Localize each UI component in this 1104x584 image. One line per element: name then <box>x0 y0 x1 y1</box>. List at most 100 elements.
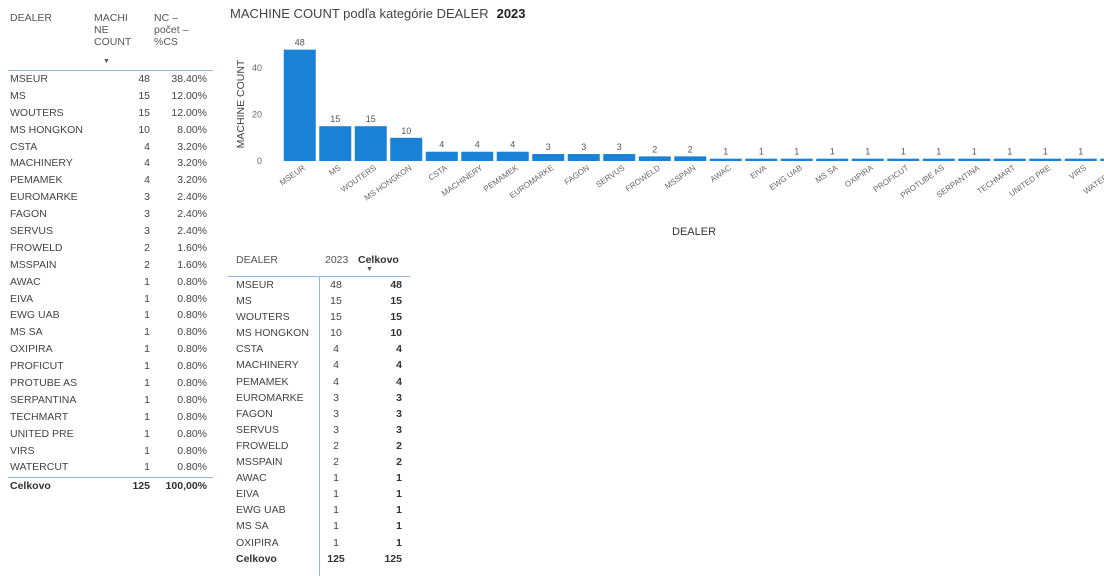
table-row[interactable]: EWG UAB 1 0.80% <box>8 307 213 324</box>
table-row[interactable]: EUROMARKE 3 3 <box>228 390 410 406</box>
bar-protube-as[interactable] <box>922 158 955 161</box>
chart-title-year: 2023 <box>496 6 526 21</box>
table-row[interactable]: MS 15 15 <box>228 293 410 309</box>
table-row[interactable]: FAGON 3 3 <box>228 406 410 422</box>
table-row[interactable]: MSEUR 48 48 <box>228 277 410 293</box>
table-row[interactable]: PROFICUT 1 0.80% <box>8 358 213 375</box>
table-row[interactable]: VIRS 1 0.80% <box>8 443 213 460</box>
table-row[interactable]: PROTUBE AS 1 0.80% <box>8 375 213 392</box>
cell-year: 1 <box>333 488 339 501</box>
table-row[interactable]: MACHINERY 4 3.20% <box>8 155 213 172</box>
table-row[interactable]: FROWELD 2 1.60% <box>8 240 213 257</box>
table-row[interactable]: MACHINERY 4 4 <box>228 357 410 373</box>
bar-eiva[interactable] <box>745 158 778 161</box>
cell-count: 1 <box>144 309 150 322</box>
cell-pct: 12.00% <box>171 106 207 119</box>
table-row[interactable]: UNITED PRE 1 0.80% <box>8 426 213 443</box>
bar-froweld[interactable] <box>638 156 671 161</box>
bar-serpantina[interactable] <box>958 158 991 161</box>
table-row[interactable]: OXIPIRA 1 0.80% <box>8 341 213 358</box>
cell-pct: 3.20% <box>177 140 207 153</box>
cell-dealer: EUROMARKE <box>10 191 78 204</box>
bar-machinery[interactable] <box>461 151 494 161</box>
column-header-year[interactable]: 2023 <box>325 254 349 266</box>
cell-dealer: MSSPAIN <box>10 258 57 271</box>
bar-csta[interactable] <box>425 151 458 161</box>
cell-pct: 0.80% <box>177 360 207 373</box>
bar-data-label: 1 <box>723 147 728 157</box>
table-row[interactable]: WATERCUT 1 0.80% <box>8 459 213 476</box>
table-row[interactable]: EWG UAB 1 1 <box>228 502 410 518</box>
table-total-row: Celkovo 125 100,00% <box>8 477 213 495</box>
y-tick-label: 20 <box>252 110 262 120</box>
table-row[interactable]: MS HONGKON 10 10 <box>228 325 410 341</box>
table-row[interactable]: MS HONGKON 10 8.00% <box>8 122 213 139</box>
bar-united-pre[interactable] <box>1029 158 1062 161</box>
table-row[interactable]: MS SA 1 1 <box>228 518 410 534</box>
cell-dealer: SERVUS <box>236 423 279 436</box>
bar-wouters[interactable] <box>354 126 387 161</box>
table-row[interactable]: CSTA 4 4 <box>228 341 410 357</box>
bar-proficut[interactable] <box>887 158 920 161</box>
table-row[interactable]: MSSPAIN 2 2 <box>228 454 410 470</box>
cell-count: 1 <box>144 343 150 356</box>
column-header-total[interactable]: Celkovo <box>358 254 399 266</box>
bar-servus[interactable] <box>603 154 636 161</box>
table-row[interactable]: MS 15 12.00% <box>8 88 213 105</box>
bar-pemamek[interactable] <box>496 151 529 161</box>
table-row[interactable]: AWAC 1 0.80% <box>8 274 213 291</box>
table-row[interactable]: EIVA 1 0.80% <box>8 291 213 308</box>
bar-msspain[interactable] <box>674 156 707 161</box>
bar-mseur[interactable] <box>283 49 316 161</box>
bar-ms[interactable] <box>319 126 352 161</box>
x-tick-label: MS SA <box>814 163 840 185</box>
table-row[interactable]: TECHMART 1 0.80% <box>8 409 213 426</box>
bar-oxipira[interactable] <box>851 158 884 161</box>
bar-ms-sa[interactable] <box>816 158 849 161</box>
table-row[interactable]: SERPANTINA 1 0.80% <box>8 392 213 409</box>
table-row[interactable]: EIVA 1 1 <box>228 486 410 502</box>
table-row[interactable]: MSEUR 48 38.40% <box>8 71 213 88</box>
table-row[interactable]: MS SA 1 0.80% <box>8 324 213 341</box>
cell-dealer: MSEUR <box>10 73 48 85</box>
column-header-dealer[interactable]: DEALER <box>236 254 279 266</box>
table-row[interactable]: PEMAMEK 4 3.20% <box>8 172 213 189</box>
bar-ewg-uab[interactable] <box>780 158 813 161</box>
table-row[interactable]: WOUTERS 15 15 <box>228 309 410 325</box>
cell-dealer: WOUTERS <box>10 106 64 119</box>
bar-fagon[interactable] <box>567 154 600 161</box>
table-row[interactable]: CSTA 4 3.20% <box>8 139 213 156</box>
table-row[interactable]: OXIPIRA 1 1 <box>228 535 410 551</box>
bar-ms-hongkon[interactable] <box>390 137 423 161</box>
table-row[interactable]: WOUTERS 15 12.00% <box>8 105 213 122</box>
x-tick-label: MSSPAIN <box>663 163 697 191</box>
table-row[interactable]: AWAC 1 1 <box>228 470 410 486</box>
cell-count: 1 <box>144 444 150 457</box>
column-header-percent[interactable]: NC – počet – %CS <box>154 12 189 48</box>
bar-awac[interactable] <box>709 158 742 161</box>
column-header-dealer[interactable]: DEALER <box>10 12 53 24</box>
cell-pct: 0.80% <box>177 427 207 440</box>
table-row[interactable]: FAGON 3 2.40% <box>8 206 213 223</box>
cell-dealer: PROFICUT <box>10 360 64 373</box>
table-row[interactable]: SERVUS 3 2.40% <box>8 223 213 240</box>
table-row[interactable]: FROWELD 2 2 <box>228 438 410 454</box>
cell-count: 2 <box>144 241 150 254</box>
y-tick-label: 40 <box>252 63 262 73</box>
bar-virs[interactable] <box>1064 158 1097 161</box>
bar-techmart[interactable] <box>993 158 1026 161</box>
table-row[interactable]: SERVUS 3 3 <box>228 422 410 438</box>
cell-dealer: FAGON <box>236 407 273 420</box>
table-row[interactable]: PEMAMEK 4 4 <box>228 374 410 390</box>
table-row[interactable]: EUROMARKE 3 2.40% <box>8 189 213 206</box>
bar-euromarke[interactable] <box>532 154 565 161</box>
cell-dealer: MS SA <box>10 326 43 339</box>
cell-dealer: UNITED PRE <box>10 427 74 440</box>
total-label: Celkovo <box>10 480 51 493</box>
cell-dealer: MS HONGKON <box>10 123 83 136</box>
cell-year: 1 <box>333 536 339 549</box>
bar-watercut[interactable] <box>1100 158 1104 161</box>
sort-desc-icon: ▼ <box>366 266 373 273</box>
column-header-machine-count[interactable]: MACHI NE COUNT <box>94 12 132 48</box>
table-row[interactable]: MSSPAIN 2 1.60% <box>8 257 213 274</box>
